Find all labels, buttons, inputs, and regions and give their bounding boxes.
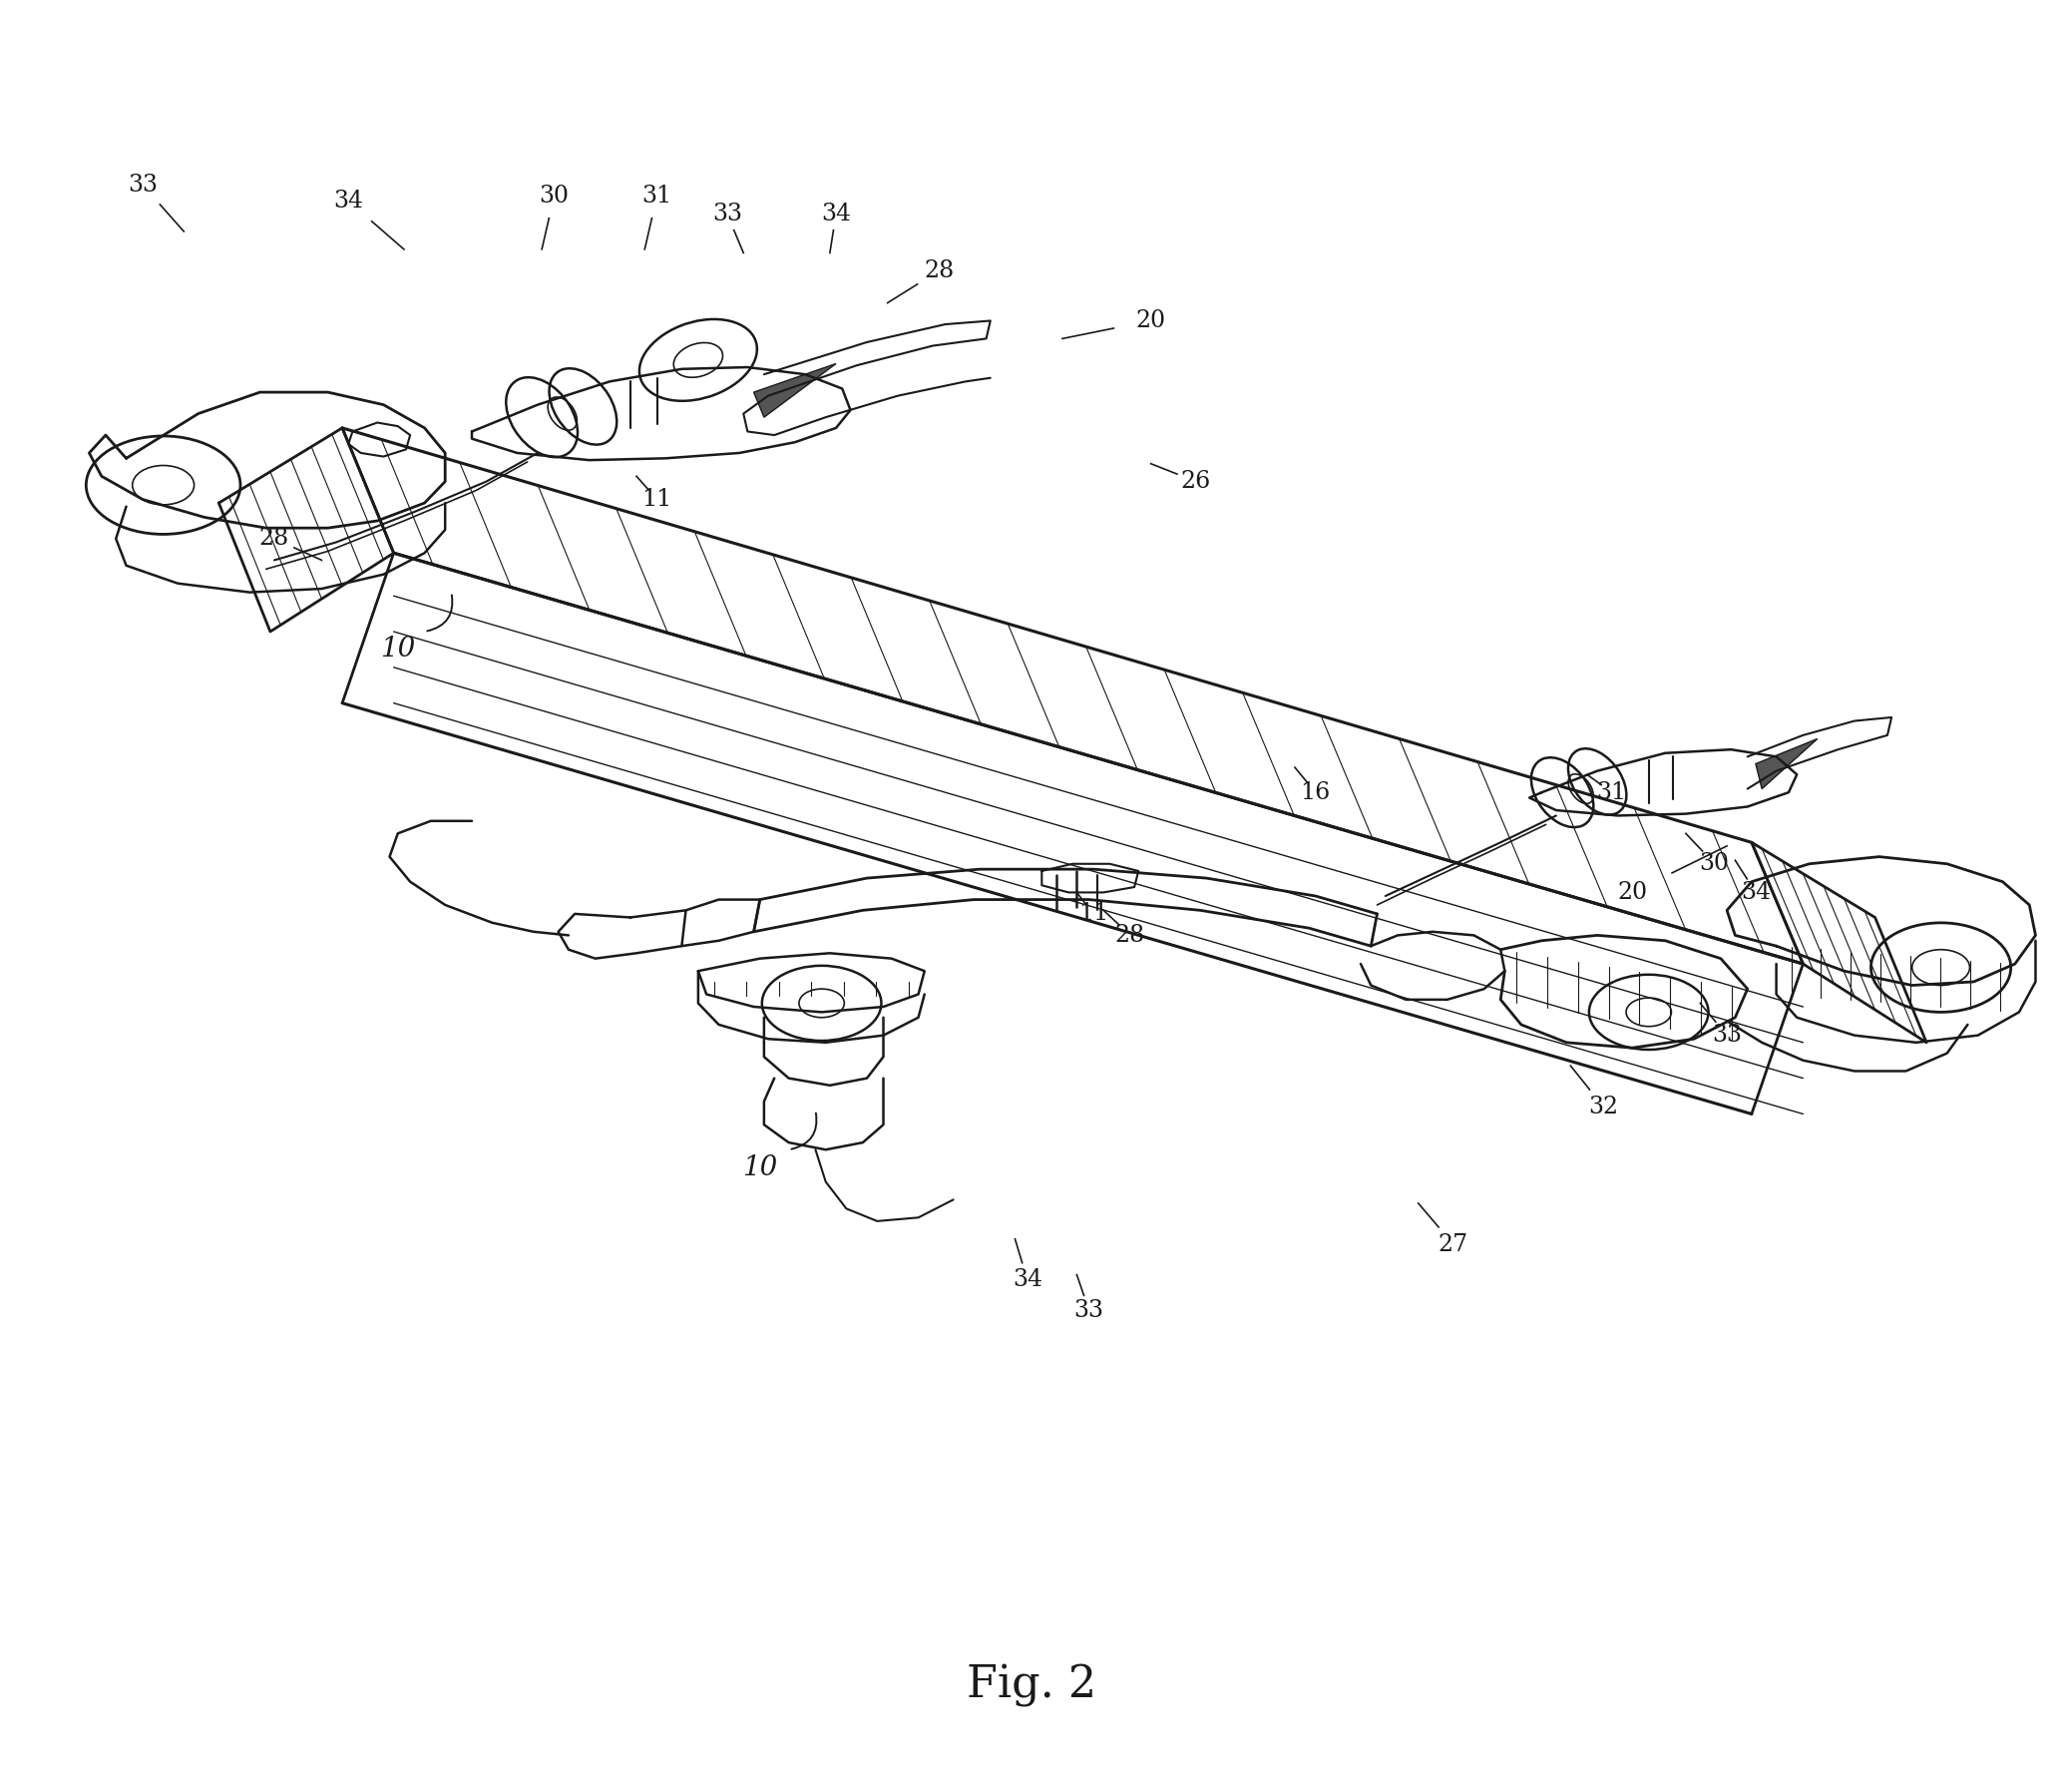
Text: 34: 34 [821,202,852,226]
Text: 20: 20 [1137,310,1166,332]
Text: 26: 26 [1180,470,1211,493]
Text: 10: 10 [743,1154,778,1181]
Text: 28: 28 [924,260,953,281]
Text: 30: 30 [1700,853,1729,874]
Text: 33: 33 [1075,1299,1104,1322]
Text: 34: 34 [1013,1269,1042,1292]
Text: 31: 31 [1597,781,1628,805]
Text: 30: 30 [538,185,569,208]
Text: 34: 34 [1741,882,1770,903]
Text: 33: 33 [712,202,743,226]
Text: 33: 33 [1712,1023,1741,1047]
Text: Fig. 2: Fig. 2 [968,1665,1095,1708]
FancyArrowPatch shape [427,595,452,631]
Text: 28: 28 [1116,925,1145,946]
Polygon shape [753,364,836,418]
Text: 16: 16 [1300,781,1331,805]
Text: 33: 33 [128,174,157,197]
Text: 34: 34 [334,190,363,213]
Text: 11: 11 [1079,903,1108,925]
Text: 32: 32 [1589,1095,1619,1118]
Text: 10: 10 [380,636,415,663]
FancyArrowPatch shape [792,1113,817,1149]
Text: 11: 11 [642,487,673,511]
Text: 31: 31 [642,185,673,208]
Text: 28: 28 [260,527,289,550]
Text: 27: 27 [1438,1233,1469,1256]
Polygon shape [1756,738,1818,788]
Text: 20: 20 [1617,882,1646,903]
